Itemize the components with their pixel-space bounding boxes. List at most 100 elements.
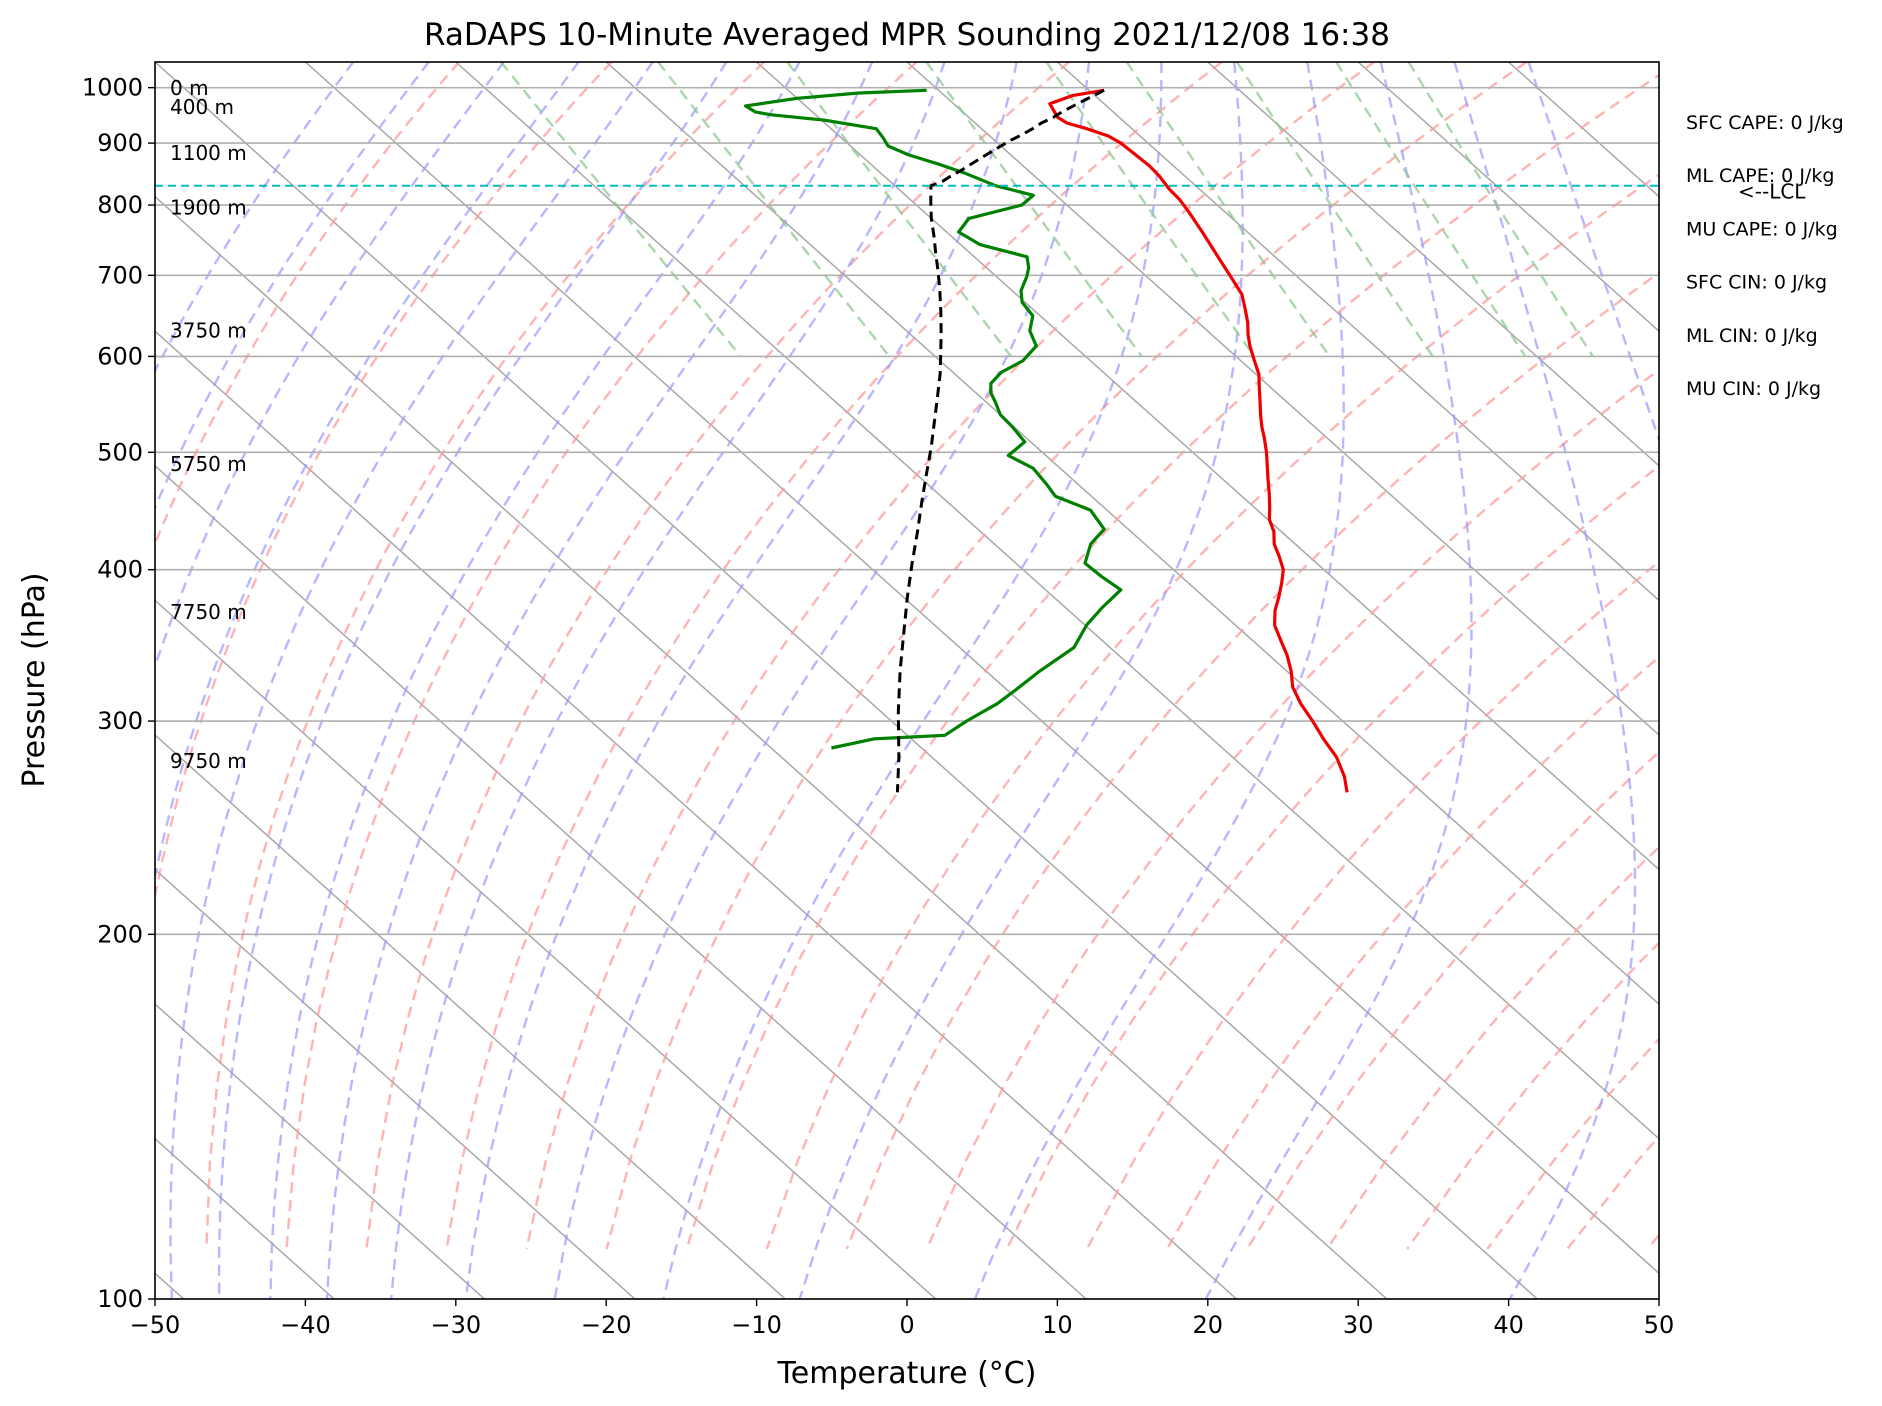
- dry-adiabat: [155, 62, 461, 547]
- pressure-grid-lines: [155, 86, 1659, 1299]
- lcl-label: <--LCL: [1738, 180, 1806, 204]
- moist-adiabat: [217, 62, 728, 1299]
- stability-indices: SFC CAPE: 0 J/kg ML CAPE: 0 J/kg MU CAPE: …: [1686, 112, 1844, 400]
- mixing-ratio-line: [1045, 62, 1256, 358]
- moist-adiabat: [464, 62, 1018, 1299]
- dry-adiabat: [205, 62, 765, 1249]
- isotherm-line: [1658, 62, 1659, 64]
- isotherm-line: [906, 62, 1659, 736]
- sounding-traces: [743, 88, 1349, 793]
- moist-adiabat: [155, 62, 430, 511]
- index-text: SFC CIN: 0 J/kg: [1686, 272, 1827, 294]
- index-text: ML CIN: 0 J/kg: [1686, 325, 1818, 347]
- x-tick-label: 30: [1343, 1311, 1374, 1339]
- parcel-trace: [895, 88, 1105, 793]
- dry-adiabat-lines: [155, 62, 1659, 1250]
- moist-adiabat: [390, 62, 946, 1299]
- mixing-ratio-lines: [499, 62, 1594, 358]
- height-labels: 9750 m 7750 m 5750 m 3750 m 1900 m 1100 m 400 …: [170, 76, 247, 773]
- mixing-ratio-line: [499, 62, 742, 358]
- dry-adiabat: [445, 62, 1223, 1250]
- isotherm-line: [605, 62, 1659, 1006]
- moist-adiabat: [155, 62, 580, 883]
- isotherm-line: [155, 330, 1237, 1299]
- x-axis-ticks: −50 −40 −30 −20 −10 0 10 20 30 40 50: [130, 1299, 1675, 1339]
- moist-adiabat: [269, 62, 801, 1299]
- dry-adiabat: [155, 62, 613, 902]
- dry-adiabat: [1246, 750, 1659, 1250]
- height-label: 0 m: [170, 76, 209, 100]
- dry-adiabat: [765, 173, 1659, 1250]
- mixing-ratio-line: [1335, 62, 1527, 358]
- index-text: ML CAPE: 0 J/kg: [1686, 165, 1834, 187]
- dry-adiabat: [605, 62, 1528, 1250]
- dry-adiabat: [1166, 655, 1659, 1250]
- temperature-trace: [1048, 88, 1349, 793]
- index-text: MU CIN: 0 J/kg: [1686, 378, 1821, 400]
- mixing-ratio-line: [1407, 62, 1594, 358]
- plot-area: 9750 m 7750 m 5750 m 3750 m 1900 m 1100 m 400 …: [155, 62, 1659, 1299]
- isotherm-line: [155, 599, 937, 1299]
- y-tick-label: 100: [97, 1285, 143, 1313]
- x-axis-label: Temperature (°C): [777, 1356, 1037, 1391]
- mixing-ratio-line: [657, 62, 891, 358]
- dry-adiabat: [845, 271, 1659, 1250]
- isotherm-lines: [155, 62, 1659, 1299]
- y-tick-label: 700: [97, 261, 143, 289]
- index-text: MU CAPE: 0 J/kg: [1686, 218, 1838, 240]
- isotherm-line: [1207, 62, 1659, 467]
- moist-adiabat: [155, 62, 355, 374]
- mixing-ratio-line: [1125, 62, 1331, 358]
- chart-title: RaDAPS 10-Minute Averaged MPR Sounding 2…: [424, 17, 1390, 53]
- index-text: SFC CAPE: 0 J/kg: [1686, 112, 1844, 134]
- y-tick-label: 400: [97, 556, 143, 584]
- isotherm-line: [155, 868, 636, 1299]
- mixing-ratio-line: [786, 62, 1012, 358]
- isotherm-line: [155, 62, 1538, 1299]
- y-axis-label: Pressure (hPa): [17, 572, 52, 787]
- y-tick-label: 900: [97, 129, 143, 157]
- moist-adiabat: [1204, 62, 1473, 1299]
- dry-adiabat: [685, 73, 1659, 1250]
- height-label: 5750 m: [170, 452, 247, 476]
- height-label: 1100 m: [170, 141, 247, 165]
- isotherm-line: [155, 464, 1087, 1299]
- x-tick-label: −20: [581, 1311, 632, 1339]
- isotherm-line: [455, 62, 1659, 1140]
- dewpoint-trace: [743, 88, 1123, 750]
- isotherm-line: [304, 62, 1659, 1275]
- x-tick-label: −30: [430, 1311, 481, 1339]
- height-label: 1900 m: [170, 196, 247, 220]
- y-tick-label: 300: [97, 707, 143, 735]
- dry-adiabat: [285, 62, 918, 1250]
- height-label: 7750 m: [170, 600, 247, 624]
- isotherm-line: [155, 733, 786, 1299]
- height-label: 400 m: [170, 95, 234, 119]
- y-tick-label: 200: [97, 920, 143, 948]
- x-tick-label: 20: [1193, 1311, 1224, 1339]
- isotherm-line: [155, 195, 1388, 1299]
- x-tick-label: 50: [1644, 1311, 1675, 1339]
- moist-adiabat: [169, 62, 654, 1299]
- dry-adiabat: [365, 62, 1070, 1250]
- isotherm-line: [756, 62, 1659, 871]
- height-label: 9750 m: [170, 749, 247, 773]
- x-tick-label: −50: [130, 1311, 181, 1339]
- moist-adiabat: [1527, 62, 1659, 443]
- y-tick-label: 800: [97, 191, 143, 219]
- y-tick-label: 1000: [82, 74, 143, 102]
- mixing-ratio-line: [1235, 62, 1434, 358]
- moist-adiabat-lines: [155, 62, 1659, 1299]
- plot-frame: [154, 61, 1660, 1300]
- height-label: 3750 m: [170, 319, 247, 343]
- moist-adiabat: [155, 62, 505, 671]
- x-tick-label: 40: [1493, 1311, 1524, 1339]
- x-tick-label: −10: [731, 1311, 782, 1339]
- mixing-ratio-line: [925, 62, 1143, 358]
- moist-adiabat: [325, 62, 874, 1299]
- dry-adiabat: [525, 62, 1375, 1250]
- isotherm-line: [1357, 62, 1659, 333]
- x-tick-label: 10: [1042, 1311, 1073, 1339]
- moist-adiabat: [553, 62, 1091, 1299]
